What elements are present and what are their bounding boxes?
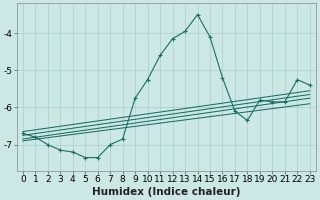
X-axis label: Humidex (Indice chaleur): Humidex (Indice chaleur) bbox=[92, 187, 241, 197]
